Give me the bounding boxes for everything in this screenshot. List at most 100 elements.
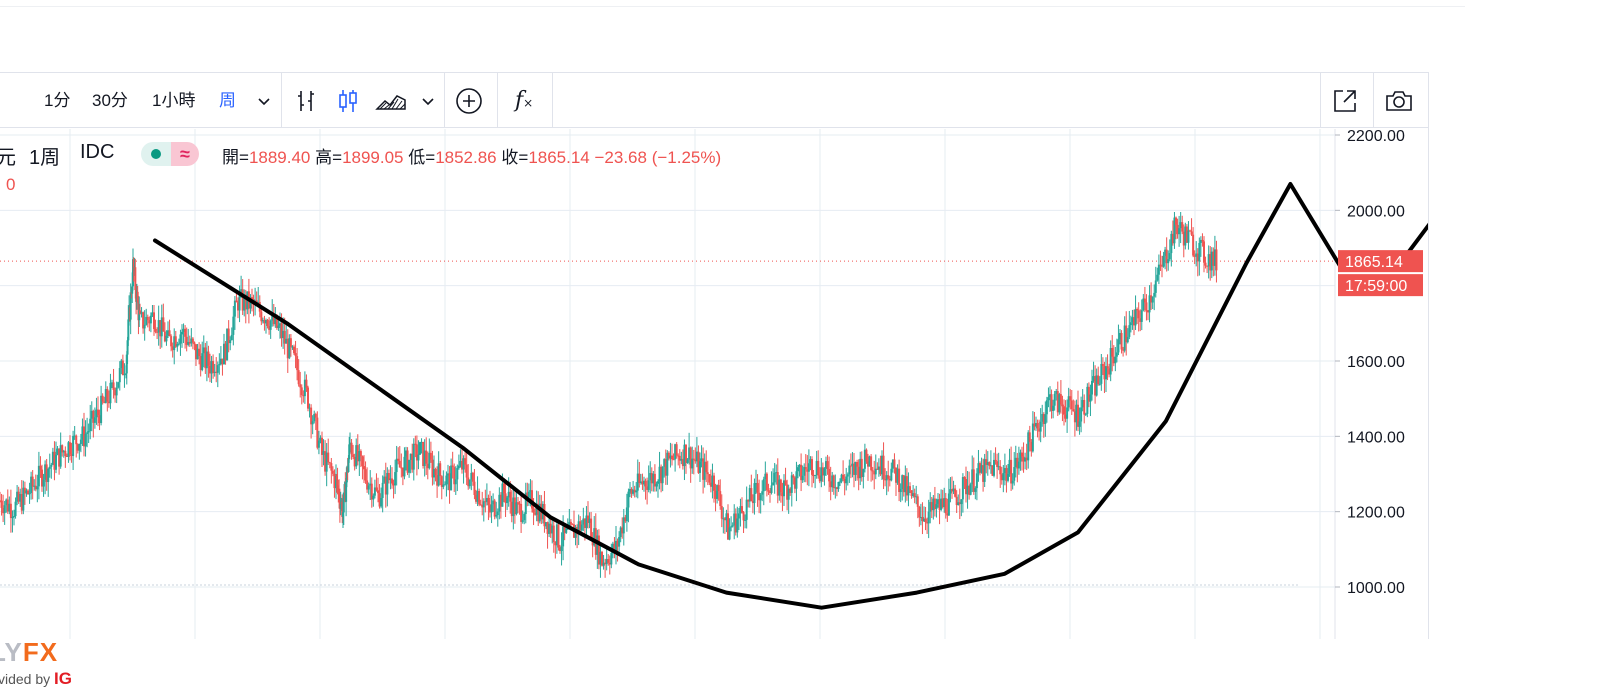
candle-body [1154,280,1157,293]
candle-body [436,475,439,486]
bar-chart-icon[interactable] [293,87,321,115]
candle-body [1047,397,1050,401]
candle-body [121,360,124,375]
candle-body [1077,404,1079,427]
candle-body [272,313,275,325]
candle-body [1178,228,1181,235]
candle-body [714,490,717,499]
candle-body [961,477,964,500]
candle-body [355,445,358,467]
fullscreen-icon[interactable] [1331,87,1359,115]
candle-body [1134,309,1137,326]
candle-body [1185,226,1188,243]
candle-body [123,374,126,376]
candlestick-icon[interactable] [334,87,362,115]
chevron-down-icon[interactable] [416,89,440,113]
add-indicator-icon[interactable] [455,87,483,115]
candle-body [47,468,50,482]
candle-body [937,499,939,505]
candle-body [139,310,141,314]
candle-body [825,461,827,469]
candle-body [414,443,417,445]
candle-body [1171,233,1174,244]
candle-body [543,504,546,527]
candle-body [635,490,638,493]
candle-body [1055,391,1058,394]
candle-body [255,300,258,304]
candle-body [588,518,591,523]
candle-body [792,475,795,478]
interval-30m[interactable]: 30分 [92,91,128,110]
candle-body [129,292,132,320]
candle-body [184,328,187,337]
candle-body [1031,423,1034,452]
candle-body [428,452,431,469]
candle-body [235,300,238,303]
candle-body [851,463,854,466]
candle-body [182,328,185,332]
candle-body [1033,423,1036,427]
candle-body [50,464,53,467]
candle-body [237,302,239,311]
area-chart-icon[interactable] [375,87,407,115]
candle-body [19,494,22,502]
candle-body [940,498,943,510]
candle-body [325,452,328,472]
candle-body [607,559,610,563]
candle-body [437,463,440,486]
candle-body [881,455,883,475]
candle-body [61,445,64,453]
interval-1m[interactable]: 1分 [44,91,71,110]
chevron-down-icon[interactable] [252,89,276,113]
candle-body [289,338,292,347]
candle-body [240,289,243,295]
candle-body [319,437,322,441]
candle-body [885,475,888,481]
candle-body [1117,339,1120,353]
candle-body [884,478,887,481]
candle-body [1070,400,1073,410]
candle-body [398,460,401,468]
candle-body [391,478,393,484]
candle-body [681,458,684,467]
candle-body [48,466,51,469]
candle-body [845,476,848,484]
camera-icon[interactable] [1384,87,1414,115]
candle-body [1133,317,1135,326]
candle-body [750,488,753,502]
candle-body [512,497,515,517]
candle-body [1139,318,1142,322]
candle-body [314,413,317,418]
candle-body [408,459,411,473]
candle-body [664,459,667,476]
candle-body [653,473,656,487]
candle-body [507,491,510,498]
axis-tick-label: 1000.00 [1347,580,1405,597]
candle-body [92,410,95,423]
candle-body [627,491,630,508]
candle-body [1207,254,1210,267]
candle-body [831,475,834,488]
candle-body [392,483,395,486]
candle-body [772,482,775,486]
candle-body [23,487,26,494]
candle-body [1058,394,1061,413]
candle-body [0,500,1,502]
candle-body [425,450,428,464]
candle-body [1061,404,1064,407]
candle-body [905,476,908,496]
fx-function-icon[interactable]: f× [515,88,534,113]
interval-weekly[interactable]: 周 [219,91,236,110]
candle-body [790,475,793,493]
candle-body [610,553,613,565]
price-chart[interactable]: 2200.00 2000.00 1600.00 1400.00 1200.00 1000.… [0,73,1428,639]
candle-body [28,493,31,495]
candle-body [972,469,975,492]
candle-body [156,331,159,333]
candle-body [706,472,709,475]
market-status-pill[interactable]: ≈ [141,142,199,166]
candle-body [719,491,722,506]
candle-body [377,490,379,494]
candle-body [672,459,675,461]
interval-1h[interactable]: 1小時 [152,91,196,110]
